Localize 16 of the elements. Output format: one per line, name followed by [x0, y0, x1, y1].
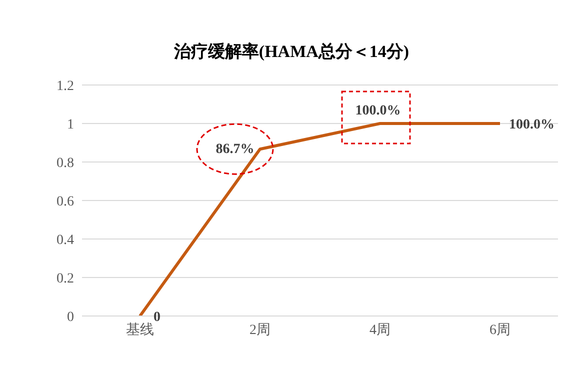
x-tick-label: 6周 — [490, 322, 510, 338]
data-label: 100.0% — [509, 118, 554, 132]
y-tick-label: 1.2 — [56, 78, 74, 94]
x-tick-label: 2周 — [250, 322, 270, 338]
y-tick-label: 0.4 — [56, 232, 74, 248]
y-tick-label: 1 — [67, 117, 74, 132]
y-tick-label: 0.8 — [56, 156, 74, 171]
data-label: 86.7% — [216, 142, 254, 158]
data-label: 0 — [154, 310, 160, 325]
data-label: 100.0% — [355, 104, 401, 118]
chart-title: 治疗缓解率(HAMA总分＜14分) — [172, 41, 410, 63]
y-tick-label: 0.6 — [56, 194, 74, 210]
x-tick-label: 4周 — [370, 322, 390, 338]
y-tick-label: 0.2 — [56, 271, 74, 286]
x-tick-label: 基线 — [126, 322, 154, 338]
y-tick-label: 0 — [67, 310, 74, 325]
